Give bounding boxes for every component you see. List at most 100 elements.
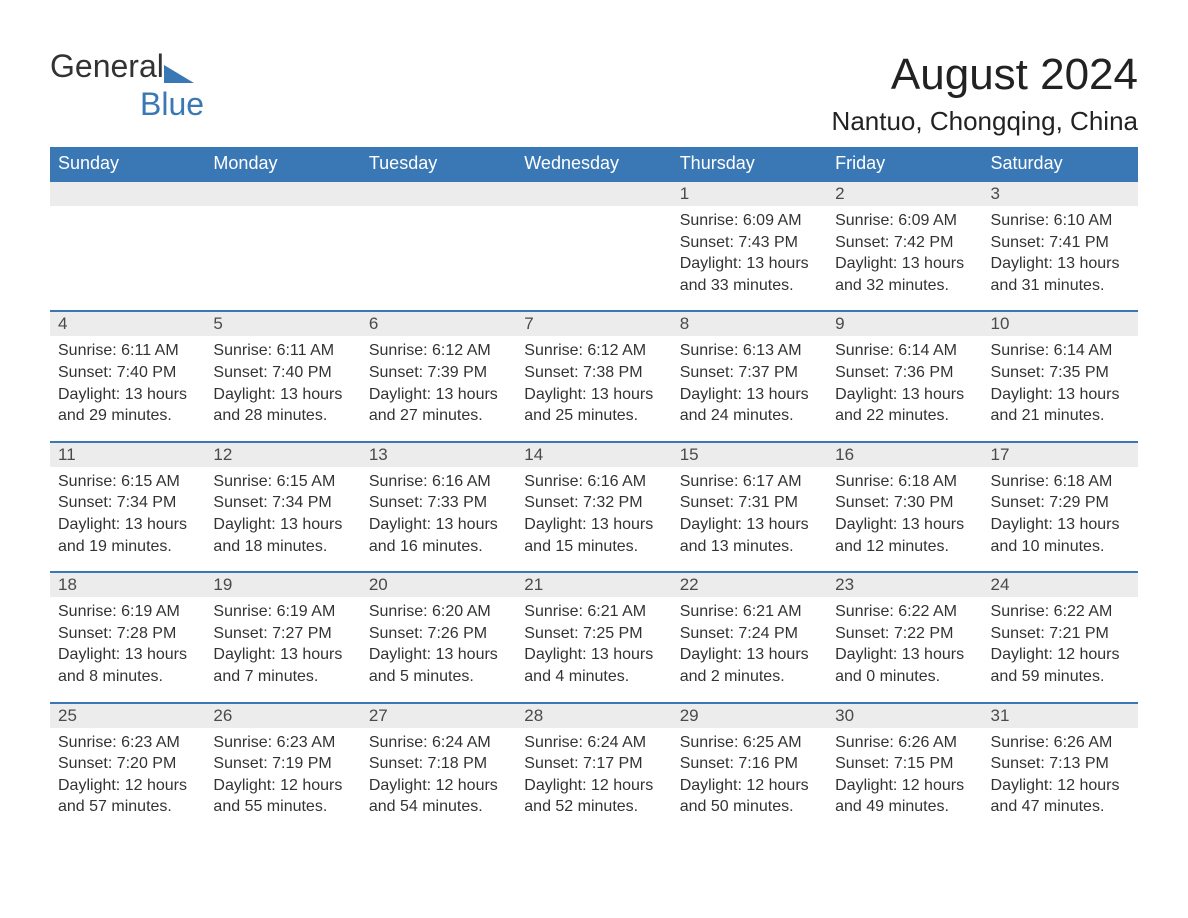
daylight-text: Daylight: 12 hours and 59 minutes. (991, 644, 1130, 687)
day-number: 1 (672, 181, 827, 206)
day-number: 27 (361, 703, 516, 728)
daylight-text: Daylight: 12 hours and 52 minutes. (524, 775, 663, 818)
sunset-text: Sunset: 7:29 PM (991, 492, 1130, 514)
day-data-row: Sunrise: 6:11 AMSunset: 7:40 PMDaylight:… (50, 336, 1138, 441)
brand-logo: General Blue (50, 50, 204, 120)
sunrise-text: Sunrise: 6:14 AM (991, 340, 1130, 362)
sunset-text: Sunset: 7:30 PM (835, 492, 974, 514)
day-cell (516, 206, 671, 311)
day-number: 20 (361, 572, 516, 597)
day-cell: Sunrise: 6:10 AMSunset: 7:41 PMDaylight:… (983, 206, 1138, 311)
month-title: August 2024 (832, 50, 1138, 100)
daylight-text: Daylight: 13 hours and 25 minutes. (524, 384, 663, 427)
sunrise-text: Sunrise: 6:19 AM (58, 601, 197, 623)
day-number-row: 18192021222324 (50, 572, 1138, 597)
day-cell: Sunrise: 6:23 AMSunset: 7:19 PMDaylight:… (205, 728, 360, 832)
day-cell (50, 206, 205, 311)
day-cell: Sunrise: 6:15 AMSunset: 7:34 PMDaylight:… (50, 467, 205, 572)
daylight-text: Daylight: 13 hours and 31 minutes. (991, 253, 1130, 296)
day-number-row: 11121314151617 (50, 442, 1138, 467)
col-header: Monday (205, 147, 360, 181)
daylight-text: Daylight: 13 hours and 10 minutes. (991, 514, 1130, 557)
brand-part1: General (50, 48, 164, 84)
col-header: Thursday (672, 147, 827, 181)
day-number (361, 181, 516, 206)
daylight-text: Daylight: 13 hours and 33 minutes. (680, 253, 819, 296)
sunrise-text: Sunrise: 6:21 AM (680, 601, 819, 623)
daylight-text: Daylight: 13 hours and 32 minutes. (835, 253, 974, 296)
logo-triangle-icon (164, 56, 194, 88)
day-number: 5 (205, 311, 360, 336)
day-number: 30 (827, 703, 982, 728)
day-cell: Sunrise: 6:16 AMSunset: 7:32 PMDaylight:… (516, 467, 671, 572)
daylight-text: Daylight: 12 hours and 47 minutes. (991, 775, 1130, 818)
sunrise-text: Sunrise: 6:26 AM (835, 732, 974, 754)
day-cell: Sunrise: 6:23 AMSunset: 7:20 PMDaylight:… (50, 728, 205, 832)
day-number: 13 (361, 442, 516, 467)
title-block: August 2024 Nantuo, Chongqing, China (832, 50, 1138, 137)
day-number: 12 (205, 442, 360, 467)
sunset-text: Sunset: 7:33 PM (369, 492, 508, 514)
day-cell: Sunrise: 6:09 AMSunset: 7:42 PMDaylight:… (827, 206, 982, 311)
day-cell: Sunrise: 6:18 AMSunset: 7:29 PMDaylight:… (983, 467, 1138, 572)
day-number: 3 (983, 181, 1138, 206)
sunset-text: Sunset: 7:39 PM (369, 362, 508, 384)
sunrise-text: Sunrise: 6:14 AM (835, 340, 974, 362)
sunrise-text: Sunrise: 6:22 AM (991, 601, 1130, 623)
day-cell: Sunrise: 6:19 AMSunset: 7:27 PMDaylight:… (205, 597, 360, 702)
day-number: 24 (983, 572, 1138, 597)
sunrise-text: Sunrise: 6:23 AM (58, 732, 197, 754)
day-cell: Sunrise: 6:11 AMSunset: 7:40 PMDaylight:… (205, 336, 360, 441)
sunrise-text: Sunrise: 6:09 AM (835, 210, 974, 232)
day-cell: Sunrise: 6:09 AMSunset: 7:43 PMDaylight:… (672, 206, 827, 311)
sunset-text: Sunset: 7:26 PM (369, 623, 508, 645)
day-number: 21 (516, 572, 671, 597)
day-cell: Sunrise: 6:11 AMSunset: 7:40 PMDaylight:… (50, 336, 205, 441)
sunset-text: Sunset: 7:17 PM (524, 753, 663, 775)
day-number: 4 (50, 311, 205, 336)
day-cell: Sunrise: 6:22 AMSunset: 7:22 PMDaylight:… (827, 597, 982, 702)
sunset-text: Sunset: 7:18 PM (369, 753, 508, 775)
daylight-text: Daylight: 12 hours and 55 minutes. (213, 775, 352, 818)
sunset-text: Sunset: 7:40 PM (58, 362, 197, 384)
location: Nantuo, Chongqing, China (832, 106, 1138, 137)
daylight-text: Daylight: 13 hours and 19 minutes. (58, 514, 197, 557)
sunrise-text: Sunrise: 6:15 AM (213, 471, 352, 493)
day-number: 23 (827, 572, 982, 597)
sunrise-text: Sunrise: 6:18 AM (991, 471, 1130, 493)
sunset-text: Sunset: 7:40 PM (213, 362, 352, 384)
day-cell: Sunrise: 6:12 AMSunset: 7:39 PMDaylight:… (361, 336, 516, 441)
daylight-text: Daylight: 13 hours and 24 minutes. (680, 384, 819, 427)
day-cell: Sunrise: 6:24 AMSunset: 7:17 PMDaylight:… (516, 728, 671, 832)
sunrise-text: Sunrise: 6:12 AM (369, 340, 508, 362)
daylight-text: Daylight: 13 hours and 21 minutes. (991, 384, 1130, 427)
day-cell: Sunrise: 6:25 AMSunset: 7:16 PMDaylight:… (672, 728, 827, 832)
day-cell: Sunrise: 6:26 AMSunset: 7:13 PMDaylight:… (983, 728, 1138, 832)
day-number-row: 45678910 (50, 311, 1138, 336)
daylight-text: Daylight: 13 hours and 2 minutes. (680, 644, 819, 687)
day-cell: Sunrise: 6:14 AMSunset: 7:36 PMDaylight:… (827, 336, 982, 441)
sunrise-text: Sunrise: 6:10 AM (991, 210, 1130, 232)
day-cell: Sunrise: 6:21 AMSunset: 7:25 PMDaylight:… (516, 597, 671, 702)
day-number (50, 181, 205, 206)
col-header: Wednesday (516, 147, 671, 181)
sunset-text: Sunset: 7:27 PM (213, 623, 352, 645)
day-cell: Sunrise: 6:15 AMSunset: 7:34 PMDaylight:… (205, 467, 360, 572)
sunrise-text: Sunrise: 6:20 AM (369, 601, 508, 623)
daylight-text: Daylight: 13 hours and 12 minutes. (835, 514, 974, 557)
daylight-text: Daylight: 13 hours and 0 minutes. (835, 644, 974, 687)
sunset-text: Sunset: 7:28 PM (58, 623, 197, 645)
day-cell: Sunrise: 6:26 AMSunset: 7:15 PMDaylight:… (827, 728, 982, 832)
day-cell: Sunrise: 6:18 AMSunset: 7:30 PMDaylight:… (827, 467, 982, 572)
day-cell: Sunrise: 6:12 AMSunset: 7:38 PMDaylight:… (516, 336, 671, 441)
day-number: 19 (205, 572, 360, 597)
sunrise-text: Sunrise: 6:24 AM (369, 732, 508, 754)
day-number: 22 (672, 572, 827, 597)
sunrise-text: Sunrise: 6:25 AM (680, 732, 819, 754)
daylight-text: Daylight: 13 hours and 22 minutes. (835, 384, 974, 427)
day-cell (205, 206, 360, 311)
sunrise-text: Sunrise: 6:26 AM (991, 732, 1130, 754)
daylight-text: Daylight: 13 hours and 5 minutes. (369, 644, 508, 687)
day-data-row: Sunrise: 6:23 AMSunset: 7:20 PMDaylight:… (50, 728, 1138, 832)
sunrise-text: Sunrise: 6:16 AM (524, 471, 663, 493)
